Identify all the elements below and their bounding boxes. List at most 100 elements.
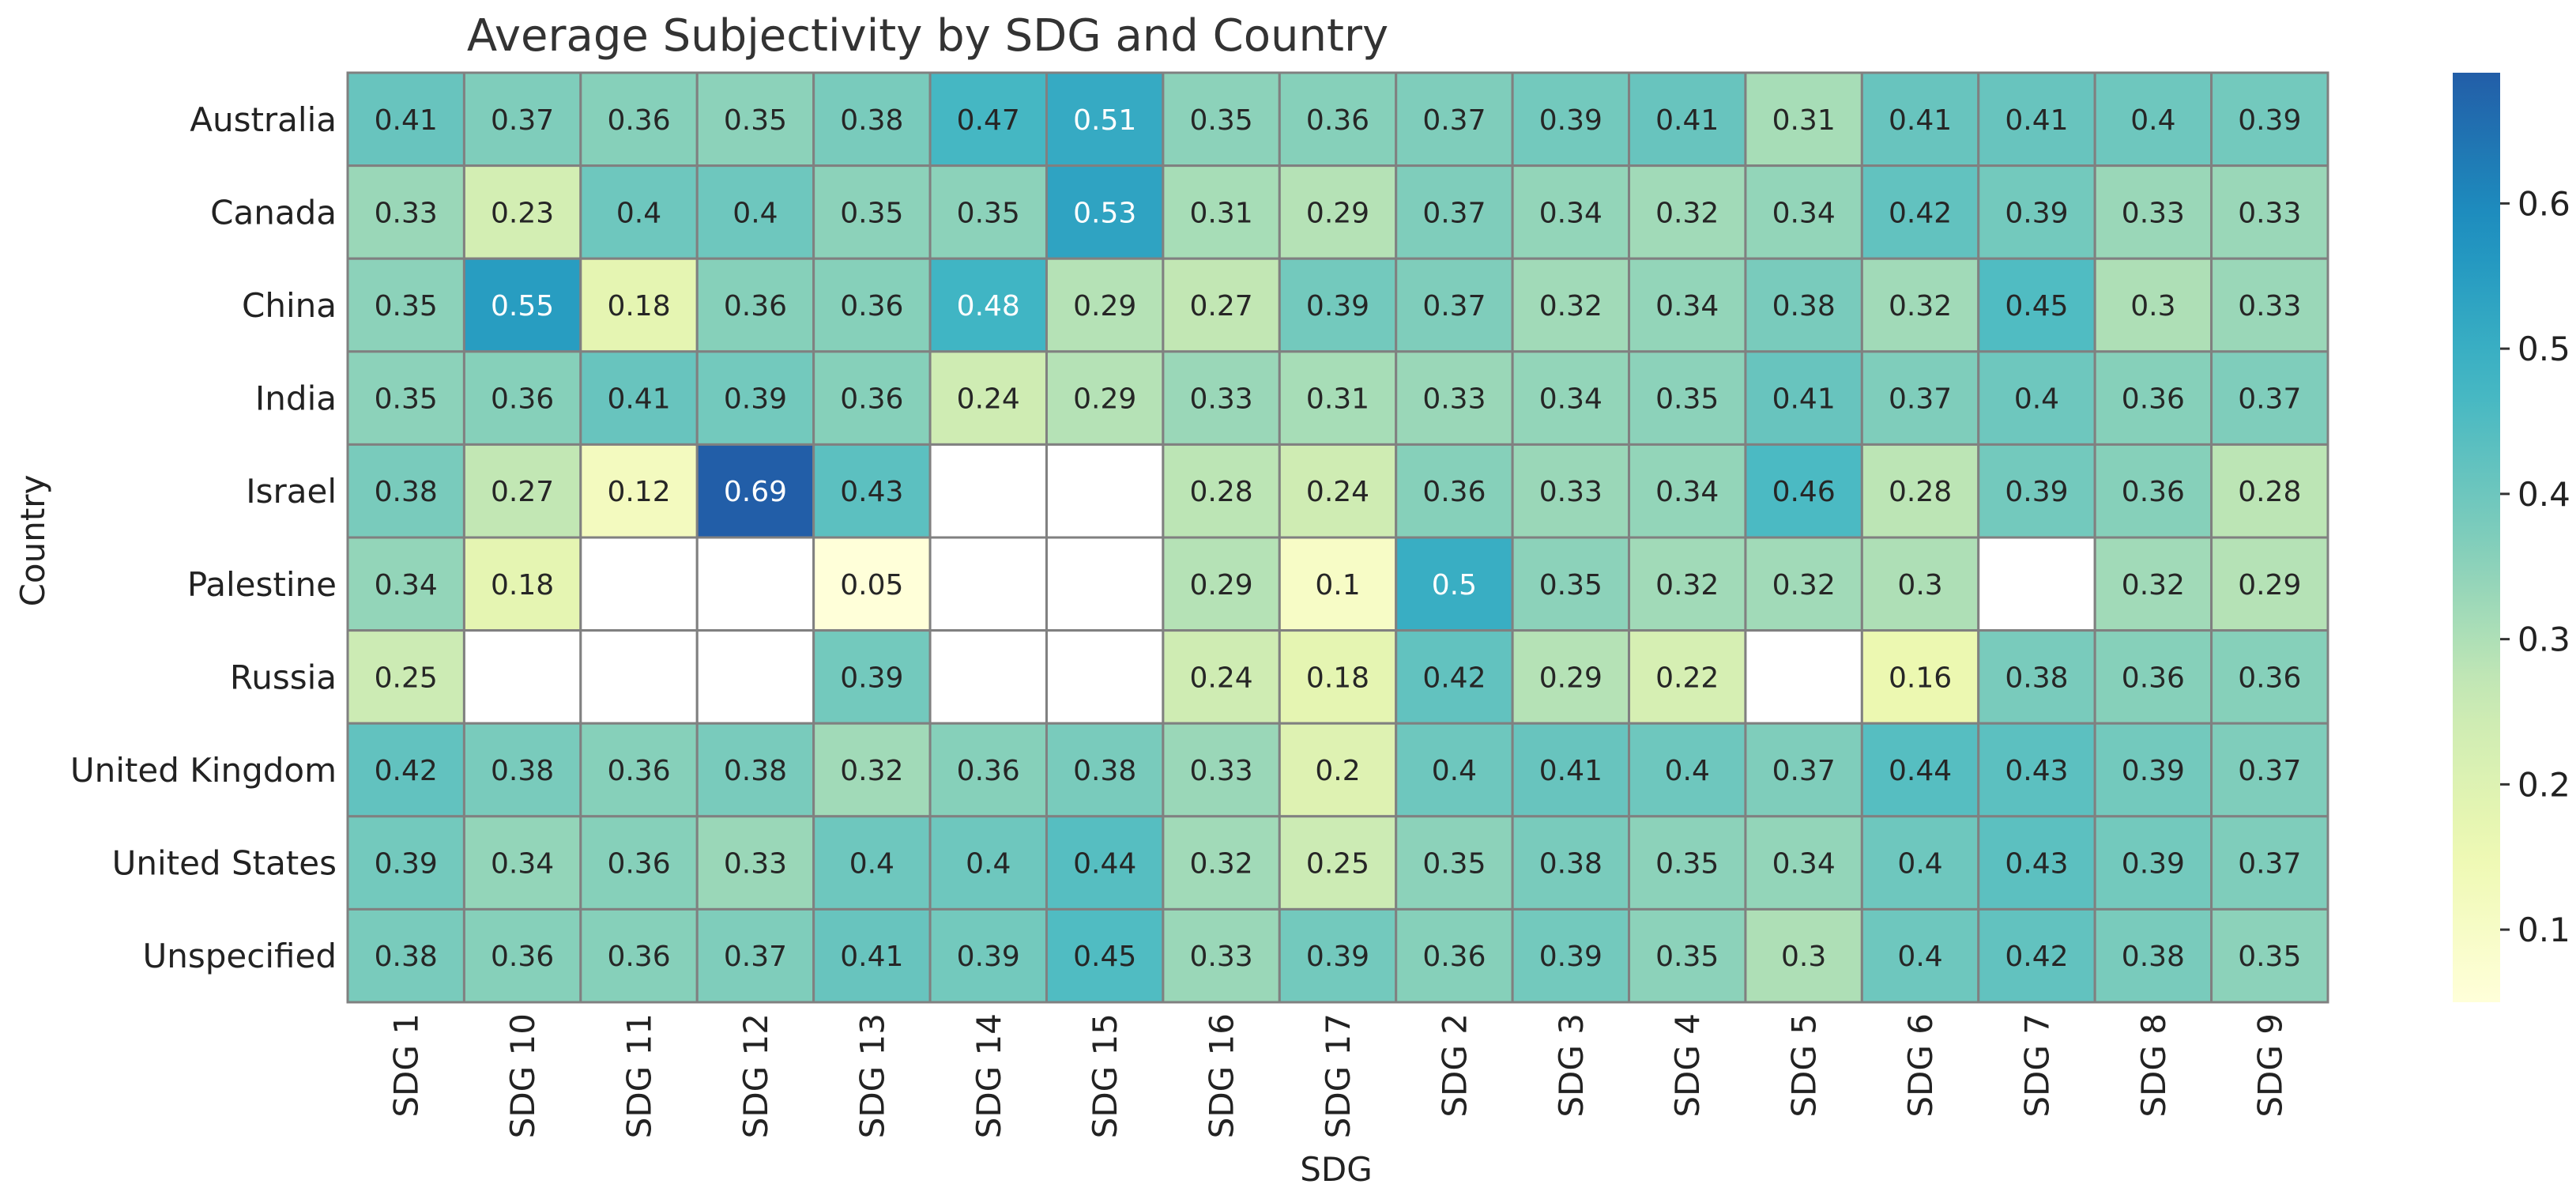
cell-value-label: 0.22 (1655, 662, 1719, 694)
cell-value-label: 0.43 (840, 476, 903, 508)
cell-value-label: 0.33 (2122, 197, 2185, 229)
cell-value-label: 0.4 (1432, 755, 1477, 787)
heatmap-cell-united-kingdom-sdg-7 (1977, 722, 2096, 818)
heatmap-cell-unspecified-sdg-10 (462, 907, 582, 1004)
heatmap-cell-india-sdg-5 (1744, 350, 1863, 446)
cell-value-label: 0.34 (1655, 476, 1719, 508)
heatmap-cell-canada-sdg-2 (1395, 164, 1514, 260)
cell-value-label: 0.41 (375, 104, 438, 137)
cell-value-label: 0.32 (1539, 290, 1602, 322)
cell-value-label: 0.53 (1073, 197, 1136, 229)
x-tick-label-sdg-15: SDG 15 (1086, 1013, 1124, 1138)
cell-value-label: 0.33 (1190, 383, 1253, 416)
cell-value-label: 0.4 (2130, 104, 2175, 137)
heatmap-cell-united-states-sdg-6 (1860, 815, 1980, 911)
y-tick-label-india: India (255, 379, 337, 418)
cell-value-label: 0.36 (491, 941, 554, 973)
cell-value-label: 0.41 (840, 941, 903, 973)
cell-value-label: 0.34 (1655, 290, 1719, 322)
cell-value-label: 0.39 (2122, 755, 2185, 787)
cell-value-label: 0.18 (1306, 662, 1369, 694)
cell-value-label: 0.27 (1190, 290, 1253, 322)
heatmap-cell-israel-sdg-12 (695, 443, 815, 539)
heatmap-cell-united-kingdom-sdg-10 (462, 722, 582, 818)
cell-value-label: 0.43 (2005, 755, 2068, 787)
y-tick-label-united-states: United States (112, 844, 337, 883)
heatmap-cell-unspecified-sdg-2 (1395, 907, 1514, 1004)
cell-value-label: 0.4 (616, 197, 661, 229)
cell-value-label: 0.45 (1073, 941, 1136, 973)
cell-value-label: 0.42 (1889, 197, 1952, 229)
heatmap-cell-india-sdg-13 (812, 350, 932, 446)
chart-title: Average Subjectivity by SDG and Country (467, 10, 1388, 62)
cell-value-label: 0.4 (1897, 941, 1942, 973)
cell-value-label: 0.36 (724, 290, 787, 322)
heatmap-cell-russia-sdg-6 (1860, 629, 1980, 725)
cell-value-label: 0.3 (1897, 569, 1942, 602)
heatmap-cell-united-kingdom-sdg-9 (2210, 722, 2329, 818)
cell-value-label: 0.37 (2238, 755, 2301, 787)
heatmap-cell-russia-sdg-13 (812, 629, 932, 725)
cell-value-label: 0.35 (724, 104, 787, 137)
cell-value-label: 0.33 (2238, 290, 2301, 322)
cell-value-label: 0.38 (840, 104, 903, 137)
cell-value-label: 0.44 (1889, 755, 1952, 787)
heatmap-cell-australia-sdg-14 (928, 71, 1048, 168)
heatmap-cell-india-sdg-12 (695, 350, 815, 446)
cell-value-label: 0.39 (2005, 476, 2068, 508)
cell-value-label: 0.28 (1190, 476, 1253, 508)
cell-value-label: 0.34 (1539, 197, 1602, 229)
cell-value-label: 0.28 (1889, 476, 1952, 508)
cell-value-label: 0.37 (491, 104, 554, 137)
cell-value-label: 0.38 (2122, 941, 2185, 973)
cell-value-label: 0.36 (2238, 662, 2301, 694)
cell-value-label: 0.36 (2122, 476, 2185, 508)
x-tick-label-sdg-17: SDG 17 (1319, 1013, 1358, 1138)
colorbar-tick-label: 0.6 (2518, 184, 2570, 223)
heatmap-cell-russia-sdg-8 (2093, 629, 2213, 725)
heatmap-cell-china-sdg-3 (1511, 257, 1631, 353)
cell-labels: 0.41 0.37 0.36 0.35 0.38 0.47 0.51 0.35 0.36 0.37… (375, 104, 2302, 973)
heatmap-cell-china-sdg-11 (579, 257, 699, 353)
heatmap-cell-canada-sdg-6 (1860, 164, 1980, 260)
colorbar-tick-label: 0.1 (2518, 911, 2570, 949)
heatmap-cell-canada-sdg-11 (579, 164, 699, 260)
cell-value-label: 0.35 (840, 197, 903, 229)
x-tick-label-sdg-12: SDG 12 (736, 1013, 775, 1138)
heatmap-cell-palestine-sdg-9 (2210, 536, 2329, 632)
heatmap-cell-australia-sdg-9 (2210, 71, 2329, 168)
cell-value-label: 0.24 (957, 383, 1020, 416)
heatmap-cell-israel-sdg-3 (1511, 443, 1631, 539)
heatmap-cell-israel-sdg-1 (346, 443, 465, 539)
heatmap-cell-palestine-sdg-11 (579, 536, 699, 632)
cell-value-label: 0.38 (724, 755, 787, 787)
cell-value-label: 0.39 (840, 662, 903, 694)
cell-value-label: 0.35 (1422, 848, 1486, 881)
cell-value-label: 0.4 (1665, 755, 1710, 787)
cell-value-label: 0.41 (2005, 104, 2068, 137)
heatmap-cell-israel-sdg-10 (462, 443, 582, 539)
heatmap-cell-united-kingdom-sdg-13 (812, 722, 932, 818)
heatmap-cell-australia-sdg-2 (1395, 71, 1514, 168)
cell-value-label: 0.39 (724, 383, 787, 416)
heatmap-cell-india-sdg-8 (2093, 350, 2213, 446)
cell-value-label: 0.3 (1781, 941, 1826, 973)
cell-value-label: 0.35 (957, 197, 1020, 229)
cell-value-label: 0.12 (607, 476, 670, 508)
cell-value-label: 0.39 (375, 848, 438, 881)
cell-value-label: 0.48 (957, 290, 1020, 322)
cell-value-label: 0.36 (2122, 662, 2185, 694)
heatmap-cell-australia-sdg-6 (1860, 71, 1980, 168)
heatmap-cell-israel-sdg-7 (1977, 443, 2096, 539)
cell-value-label: 0.35 (375, 290, 438, 322)
cell-value-label: 0.44 (1073, 848, 1136, 881)
cell-value-label: 0.36 (607, 104, 670, 137)
cell-value-label: 0.31 (1190, 197, 1253, 229)
heatmap-cell-china-sdg-7 (1977, 257, 2096, 353)
cell-value-label: 0.39 (1306, 290, 1369, 322)
cell-value-label: 0.23 (491, 197, 554, 229)
cell-value-label: 0.29 (1306, 197, 1369, 229)
heatmap-cell-israel-sdg-5 (1744, 443, 1863, 539)
heatmap-cell-unspecified-sdg-16 (1162, 907, 1281, 1004)
heatmap-cell-china-sdg-14 (928, 257, 1048, 353)
